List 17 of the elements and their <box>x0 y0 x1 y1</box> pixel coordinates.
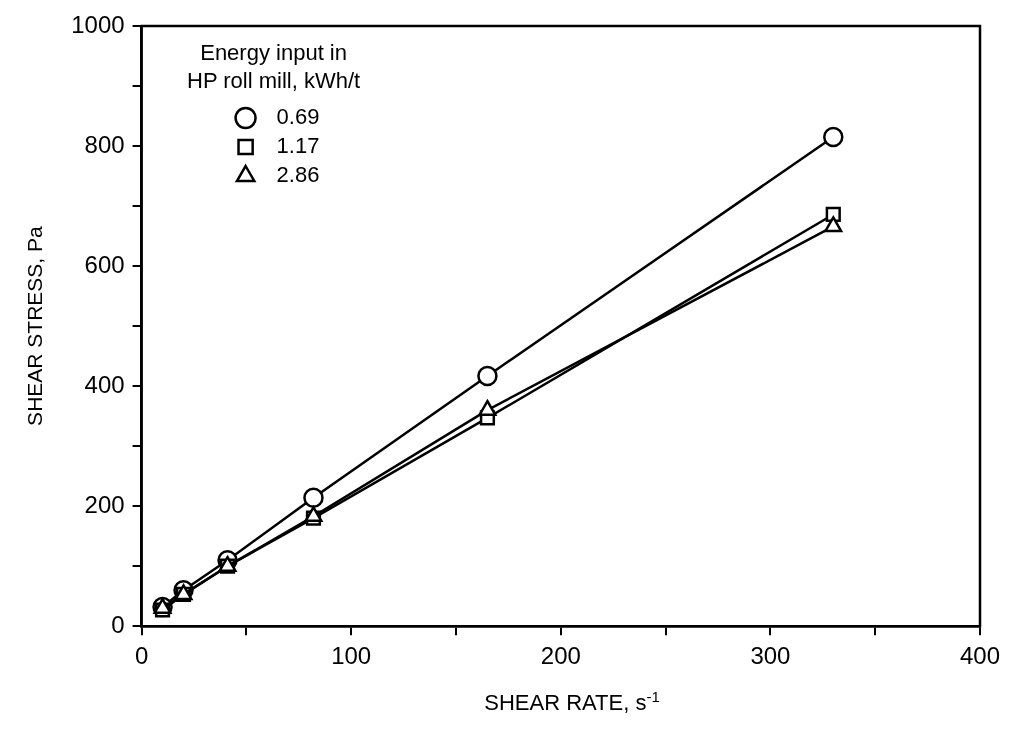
y-tick-label: 1000 <box>71 10 125 38</box>
y-axis-title: SHEAR STRESS, Pa <box>23 226 47 426</box>
y-tick-label: 600 <box>84 250 125 278</box>
x-axis-title: SHEAR RATE, s$^{-1}$ <box>483 688 661 717</box>
legend-label: 1.17 <box>276 133 320 159</box>
legend-label: 2.86 <box>276 162 320 188</box>
legend-title: Energy input in HP roll mill, kWh/t <box>187 40 361 94</box>
y-tick-label: 200 <box>84 490 125 518</box>
x-tick-label: 400 <box>959 642 1001 670</box>
x-tick-label: 0 <box>134 642 149 670</box>
x-tick-label: 300 <box>750 642 791 670</box>
x-tick-label: 100 <box>331 642 372 670</box>
y-tick-label: 0 <box>111 610 125 638</box>
y-tick-label: 400 <box>84 370 125 398</box>
y-tick-label: 800 <box>84 130 125 158</box>
x-tick-label: 200 <box>540 642 581 670</box>
legend-label: 0.69 <box>276 104 320 130</box>
